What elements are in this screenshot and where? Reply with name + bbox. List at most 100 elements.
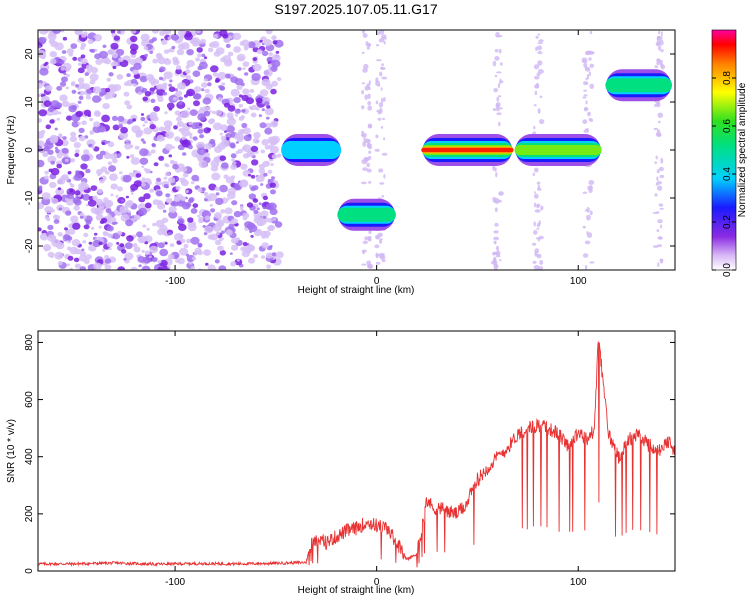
noise-speckle <box>165 131 175 139</box>
noise-speckle <box>173 196 181 203</box>
noise-speckle <box>74 248 82 255</box>
y-tick-label: -20 <box>24 238 35 253</box>
noise-speckle <box>98 225 103 229</box>
noise-speckle <box>158 155 165 161</box>
noise-speckle <box>137 235 147 244</box>
noise-speckle <box>162 82 168 87</box>
noise-speckle <box>233 161 237 165</box>
noise-speckle <box>214 212 222 219</box>
noise-speckle <box>140 116 146 122</box>
noise-speckle <box>228 116 234 120</box>
noise-speckle <box>187 107 191 110</box>
noise-speckle <box>219 184 228 193</box>
noise-speckle <box>86 88 93 94</box>
noise-speckle <box>93 121 101 128</box>
noise-speckle <box>87 199 97 207</box>
noise-speckle <box>97 125 106 133</box>
noise-speckle <box>244 72 249 76</box>
noise-speckle <box>87 114 92 117</box>
noise-speckle <box>362 141 367 148</box>
colorbar-tick-label: 0.4 <box>722 167 733 181</box>
noise-speckle <box>97 172 101 177</box>
noise-speckle <box>134 57 144 65</box>
noise-speckle <box>151 30 160 34</box>
spectrogram-x-ticks: -100 0 100 <box>165 30 587 287</box>
noise-speckle <box>162 91 168 96</box>
noise-speckle <box>92 86 102 94</box>
noise-speckle <box>269 145 279 154</box>
noise-speckle <box>220 135 227 141</box>
noise-speckle <box>161 85 167 90</box>
noise-speckle <box>380 238 383 241</box>
noise-speckle <box>153 91 157 94</box>
noise-speckle <box>190 266 196 270</box>
noise-speckle <box>177 218 185 224</box>
noise-speckle <box>177 30 187 37</box>
noise-speckle <box>258 114 262 117</box>
noise-speckle <box>271 154 278 160</box>
noise-speckle <box>376 59 382 62</box>
noise-speckle <box>79 215 84 219</box>
noise-speckle <box>188 198 194 204</box>
noise-speckle <box>498 121 501 127</box>
noise-speckle <box>94 111 101 117</box>
noise-speckle <box>204 88 210 94</box>
noise-speckle <box>152 58 159 64</box>
noise-speckle <box>589 63 595 68</box>
noise-speckle-layer <box>38 30 666 270</box>
noise-speckle <box>537 108 541 114</box>
noise-speckle <box>199 61 208 70</box>
noise-speckle <box>219 155 227 161</box>
noise-speckle <box>167 36 172 40</box>
noise-speckle <box>63 72 67 76</box>
noise-speckle <box>115 194 119 198</box>
noise-speckle <box>178 101 183 105</box>
noise-speckle <box>106 242 113 248</box>
noise-speckle <box>362 240 368 245</box>
noise-speckle <box>124 143 132 150</box>
noise-speckle <box>80 54 86 59</box>
noise-speckle <box>656 61 661 66</box>
noise-speckle <box>361 263 367 266</box>
noise-speckle <box>111 115 118 121</box>
noise-speckle <box>272 217 277 221</box>
noise-speckle <box>144 250 150 255</box>
noise-speckle <box>381 194 384 198</box>
noise-speckle <box>361 105 365 110</box>
noise-speckle <box>263 230 271 237</box>
noise-speckle <box>164 163 169 167</box>
noise-speckle <box>266 105 271 109</box>
noise-speckle <box>110 193 114 197</box>
noise-speckle <box>74 263 81 269</box>
noise-speckle <box>72 56 78 61</box>
noise-speckle <box>222 33 229 39</box>
noise-speckle <box>97 188 103 194</box>
noise-speckle <box>66 73 70 78</box>
noise-speckle <box>197 187 203 192</box>
x-tick-label: 0 <box>374 276 380 287</box>
noise-speckle <box>230 153 237 159</box>
colorbar-label: Normalized spectral amplitude <box>737 82 748 217</box>
noise-speckle <box>77 121 81 125</box>
noise-speckle <box>362 167 368 171</box>
noise-speckle <box>533 230 538 235</box>
noise-speckle <box>112 65 117 70</box>
noise-speckle <box>100 217 108 224</box>
noise-speckle <box>138 196 146 203</box>
noise-speckle <box>64 158 69 163</box>
spectrogram-x-label: Height of straight line (km) <box>298 285 415 296</box>
noise-speckle <box>142 140 147 144</box>
noise-speckle <box>206 82 212 87</box>
noise-speckle <box>271 54 281 62</box>
noise-speckle <box>261 50 269 57</box>
noise-speckle <box>112 158 118 164</box>
noise-speckle <box>170 34 180 41</box>
noise-speckle <box>175 90 183 97</box>
noise-speckle <box>117 115 125 122</box>
noise-speckle <box>54 146 58 150</box>
noise-speckle <box>267 224 275 231</box>
noise-speckle <box>266 264 272 269</box>
noise-speckle <box>119 205 129 214</box>
noise-speckle <box>589 51 595 55</box>
noise-speckle <box>81 154 90 162</box>
